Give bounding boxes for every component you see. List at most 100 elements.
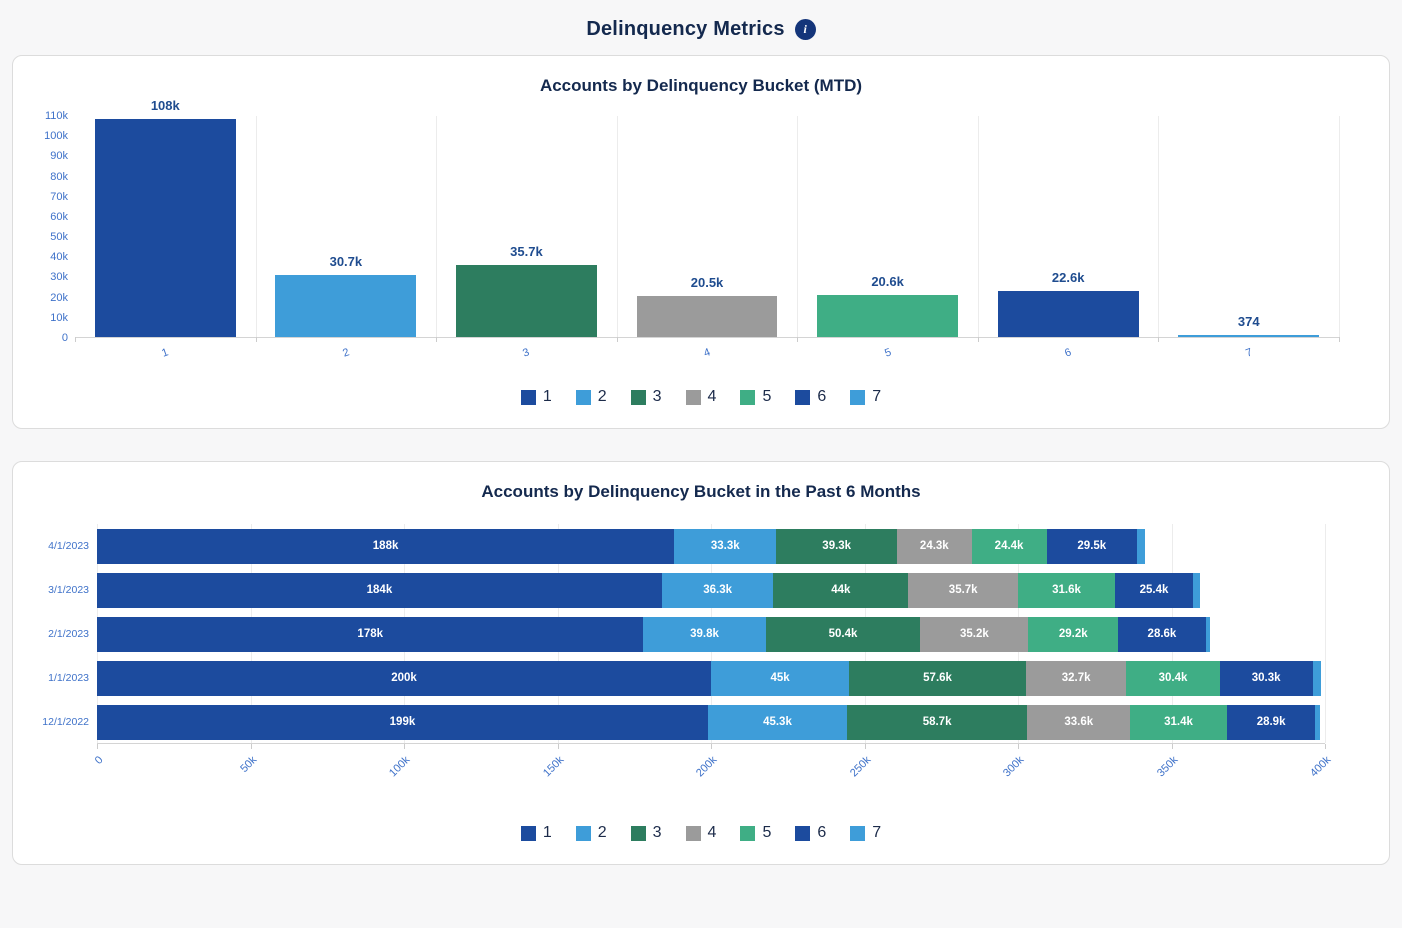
segment-bucket-4[interactable]: 35.7k [908,572,1018,608]
bar-bucket-2[interactable] [275,275,417,337]
legend-item-5[interactable]: 5 [740,824,771,842]
legend-label: 2 [597,824,607,841]
segment-bucket-3[interactable]: 57.6k [849,660,1026,696]
axis-tick [97,744,98,749]
y-axis-label: 20k [50,291,68,304]
segment-bucket-6[interactable]: 28.9k [1226,704,1316,740]
bar-value-label: 22.6k [1051,270,1085,285]
y-axis-label: 60k [50,210,68,223]
gridline [255,116,257,337]
row-label: 4/1/2023 [48,540,89,552]
history-row-labels: 4/1/2023 3/1/2023 2/1/2023 1/1/2023 12/1/202… [35,524,97,744]
legend-swatch [685,825,701,841]
segment-bucket-3[interactable]: 50.4k [765,616,921,652]
legend-item-1[interactable]: 1 [520,824,552,842]
segment-bucket-7[interactable] [1137,528,1145,564]
segment-bucket-7[interactable] [1205,616,1211,652]
mtd-plot: 108k 30.7k 35.7k 20.5k 20.6k 22.6k 374 [75,98,1340,342]
segment-bucket-2[interactable]: 45k [711,660,850,696]
y-axis-label: 80k [50,170,68,183]
segment-bucket-2[interactable]: 39.8k [643,616,766,652]
segment-bucket-5[interactable]: 24.4k [971,528,1047,564]
legend-swatch [795,389,811,405]
segment-bucket-1[interactable]: 200k [97,660,711,696]
legend-item-3[interactable]: 3 [630,824,662,842]
legend-label: 5 [762,388,772,405]
legend-swatch [630,825,646,841]
legend-item-3[interactable]: 3 [630,388,662,406]
stacked-bar: 178k 39.8k 50.4k 35.2k 29.2k 28.6k [97,616,1325,652]
legend-label: 1 [542,824,552,841]
segment-bucket-6[interactable]: 29.5k [1046,528,1138,564]
gridline [616,116,618,337]
segment-bucket-1[interactable]: 178k [97,616,644,652]
segment-bucket-7[interactable] [1192,572,1200,608]
axis-tick [1325,744,1326,749]
segment-bucket-7[interactable] [1315,704,1321,740]
legend-item-2[interactable]: 2 [575,388,607,406]
row-label: 1/1/2023 [48,672,89,684]
segment-bucket-1[interactable]: 199k [97,704,708,740]
segment-bucket-6[interactable]: 30.3k [1219,660,1313,696]
gridline [977,116,979,337]
bar-value-label: 20.6k [871,274,904,289]
legend-swatch [520,389,536,405]
chart-row: 178k 39.8k 50.4k 35.2k 29.2k 28.6k [97,612,1325,656]
segment-bucket-2[interactable]: 33.3k [674,528,777,564]
page-header: Delinquency Metrics i [0,0,1402,55]
bar-bucket-3[interactable] [456,265,597,337]
bar-cell: 374 [1158,116,1339,337]
segment-bucket-5[interactable]: 30.4k [1126,660,1220,696]
legend-item-4[interactable]: 4 [685,824,716,842]
segment-bucket-2[interactable]: 45.3k [707,704,847,740]
legend-item-1[interactable]: 1 [520,388,552,406]
legend-label: 1 [542,388,552,405]
segment-bucket-5[interactable]: 29.2k [1028,616,1119,652]
segment-bucket-4[interactable]: 24.3k [897,528,972,564]
segment-bucket-3[interactable]: 39.3k [776,528,898,564]
legend-label: 2 [597,388,607,405]
dashboard-page: Delinquency Metrics i Accounts by Delinq… [0,0,1402,865]
segment-bucket-5[interactable]: 31.6k [1017,572,1115,608]
segment-bucket-7[interactable] [1312,660,1322,696]
segment-bucket-6[interactable]: 28.6k [1118,616,1206,652]
mtd-y-axis-spacer [39,338,75,368]
segment-bucket-5[interactable]: 31.4k [1130,704,1227,740]
segment-bucket-4[interactable]: 33.6k [1027,704,1131,740]
legend-item-6[interactable]: 6 [795,388,826,406]
bar-value-label: 374 [1237,314,1260,329]
bar-cell: 35.7k [436,116,617,337]
bar-bucket-5[interactable] [817,295,959,337]
x-axis-label: 3 [521,346,532,360]
legend-item-6[interactable]: 6 [795,824,826,842]
axis-tick [557,744,559,749]
legend-item-4[interactable]: 4 [685,388,716,406]
bar-bucket-1[interactable] [94,119,236,337]
legend-item-2[interactable]: 2 [575,824,607,842]
legend-item-7[interactable]: 7 [850,824,881,842]
segment-bucket-1[interactable]: 184k [97,572,662,608]
segment-bucket-4[interactable]: 35.2k [920,616,1029,652]
legend-label: 3 [652,824,662,841]
axis-tick [711,744,712,749]
y-axis-label: 10k [50,311,68,324]
segment-bucket-3[interactable]: 44k [773,572,909,608]
stacked-bar: 188k 33.3k 39.3k 24.3k 24.4k 29.5k [97,528,1325,564]
segment-bucket-1[interactable]: 188k [97,528,675,564]
bar-cell: 22.6k [978,116,1159,337]
legend-item-7[interactable]: 7 [850,388,881,406]
axis-tick [977,337,979,342]
segment-bucket-4[interactable]: 32.7k [1025,660,1127,696]
segment-bucket-2[interactable]: 36.3k [661,572,774,608]
stacked-bar: 184k 36.3k 44k 35.7k 31.6k 25.4k [97,572,1325,608]
legend-item-5[interactable]: 5 [740,388,771,406]
mtd-bar-chart: 110k 100k 90k 80k 70k 60k 50k 40k 30k 20k 10k 0 108… [39,98,1340,368]
bar-bucket-6[interactable] [997,291,1139,337]
bar-bucket-7[interactable] [1178,335,1320,337]
row-label: 3/1/2023 [48,584,89,596]
bar-bucket-4[interactable] [636,296,778,337]
info-icon[interactable]: i [794,19,816,40]
axis-tick [250,744,252,749]
segment-bucket-3[interactable]: 58.7k [846,704,1028,740]
segment-bucket-6[interactable]: 25.4k [1114,572,1193,608]
